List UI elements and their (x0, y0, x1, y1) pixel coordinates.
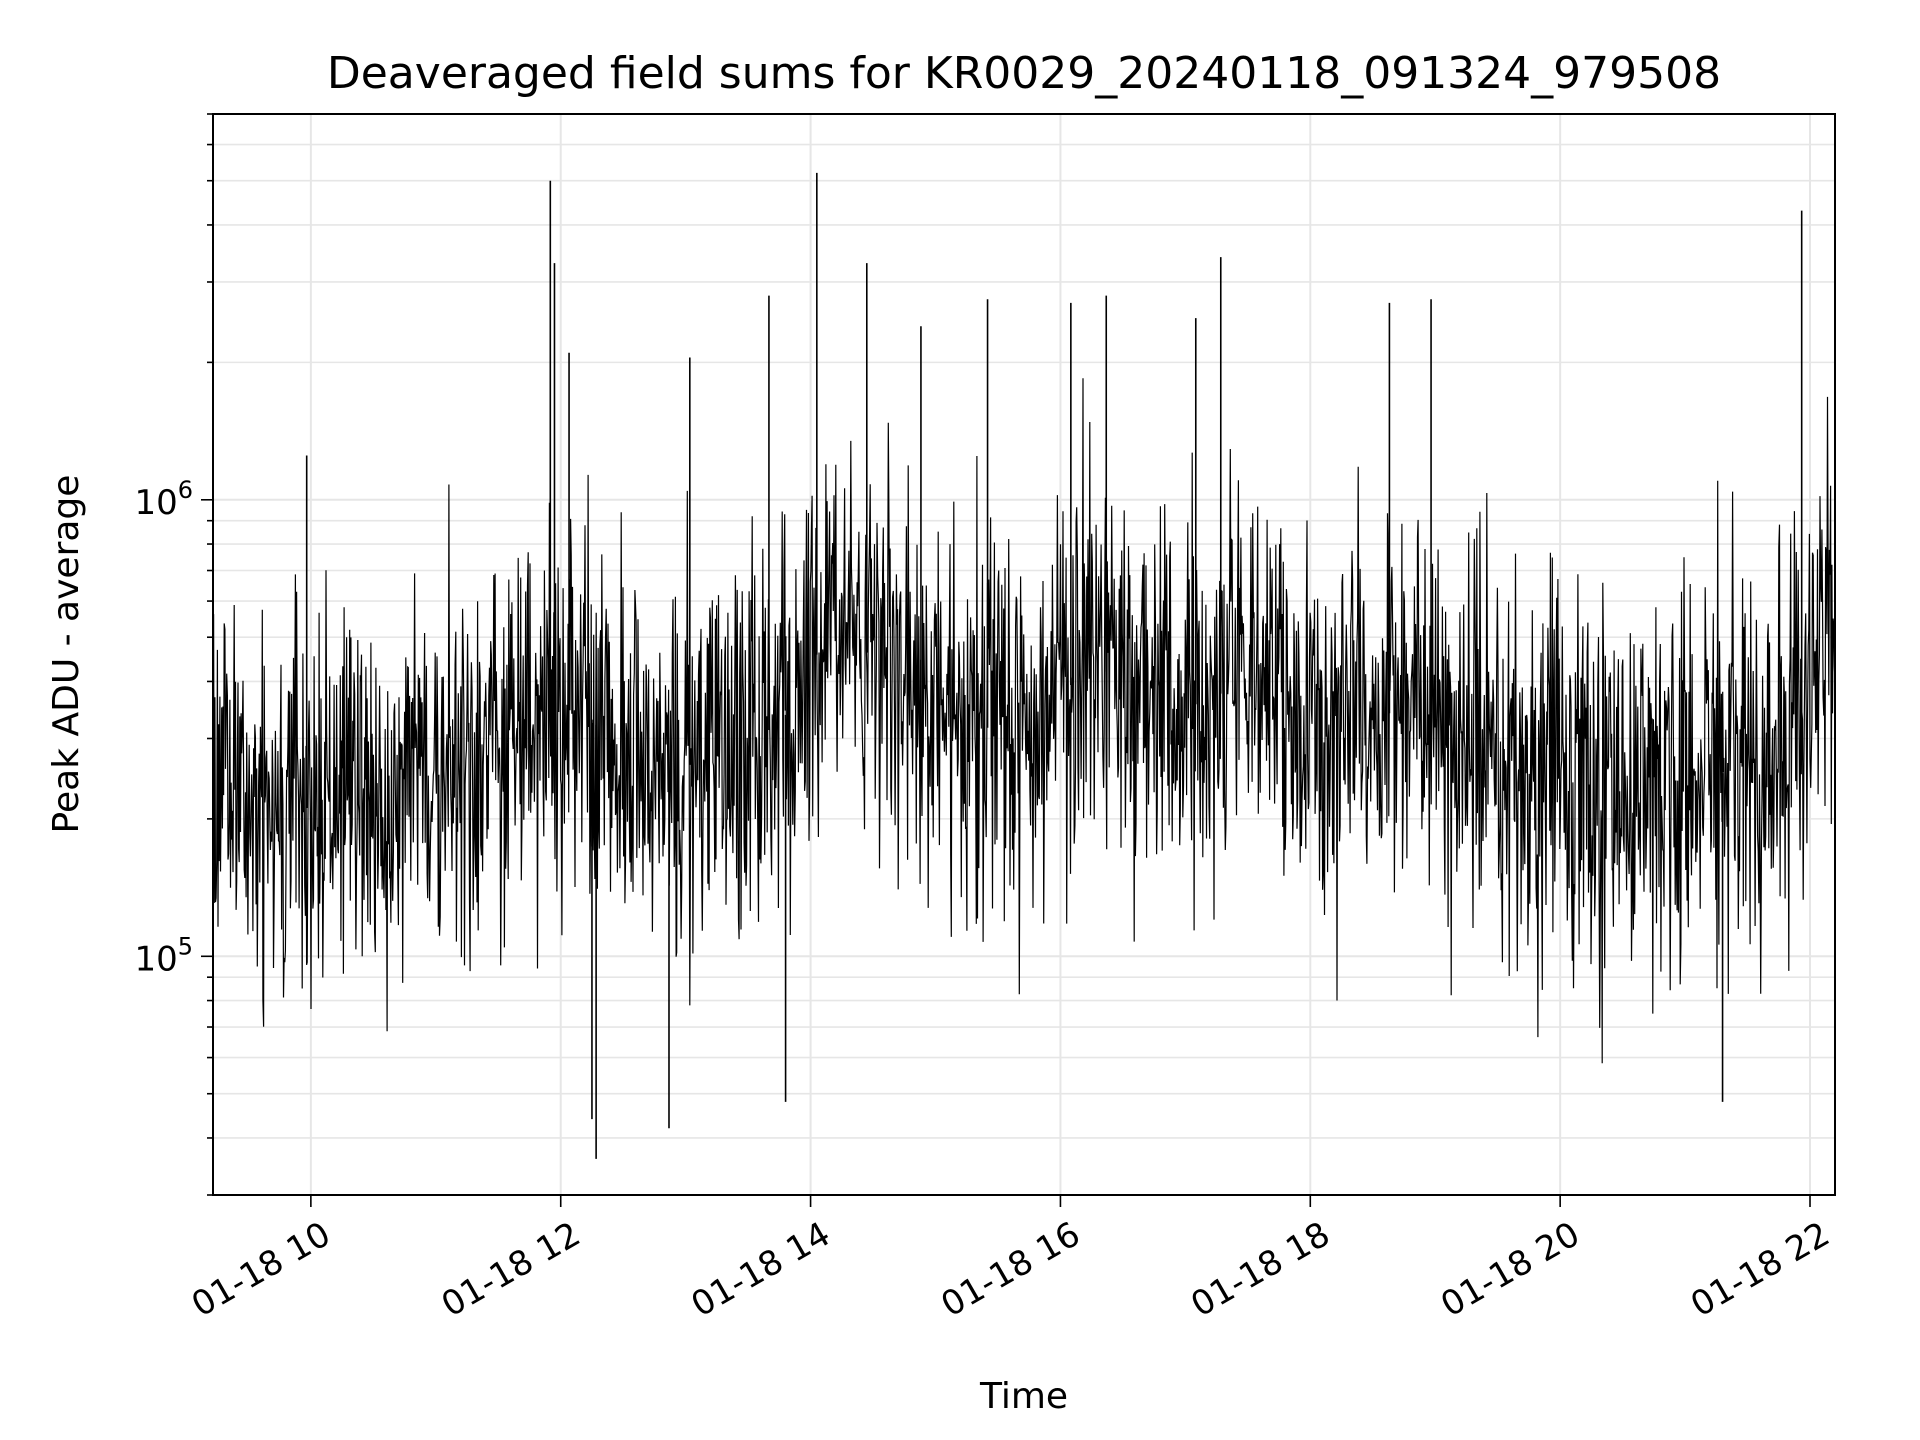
y-axis-label: Peak ADU - average (46, 475, 87, 834)
plot-frame (212, 113, 1836, 1196)
x-axis-label: Time (979, 1376, 1068, 1417)
chart-title: Deaveraged field sums for KR0029_2024011… (327, 48, 1721, 99)
y-tick-base: 10 (134, 939, 177, 979)
y-tick-base: 10 (134, 483, 177, 523)
y-tick-label: 105 (134, 932, 193, 979)
y-tick-exponent: 6 (178, 476, 193, 504)
data-series (212, 172, 1836, 1159)
series-line (212, 378, 1836, 1064)
y-tick-exponent: 5 (178, 932, 193, 960)
y-tick-label: 106 (134, 476, 193, 523)
